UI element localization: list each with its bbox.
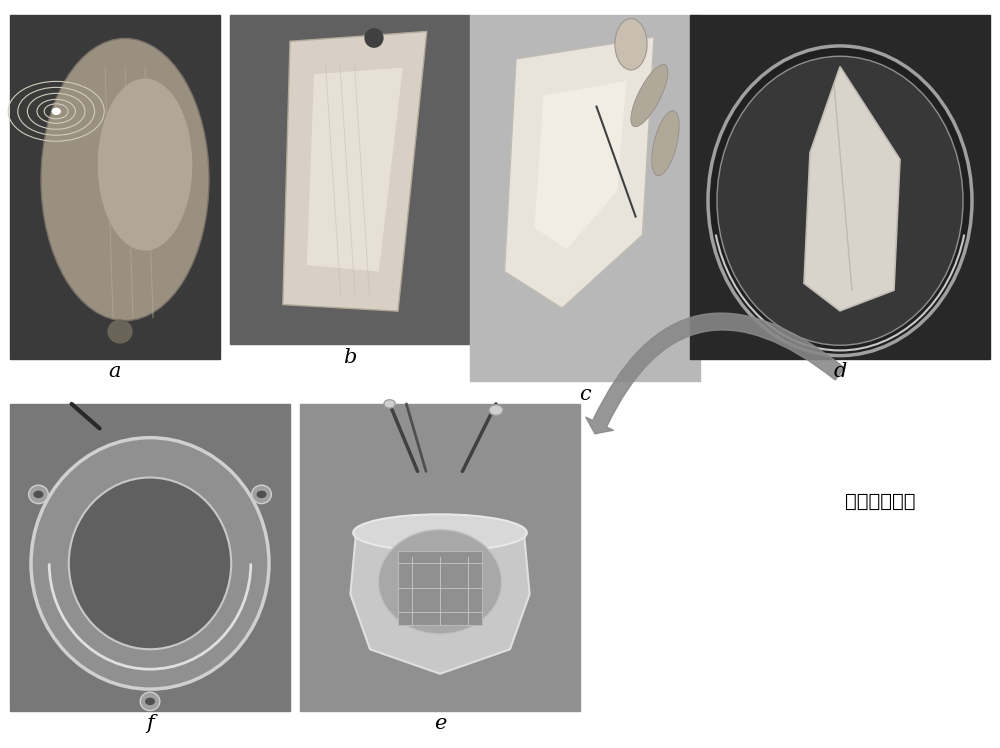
- Text: d: d: [833, 363, 847, 381]
- Text: 消毒灭菌处理: 消毒灭菌处理: [845, 491, 916, 511]
- Ellipse shape: [353, 515, 527, 551]
- Polygon shape: [350, 533, 530, 674]
- Polygon shape: [283, 31, 427, 311]
- Ellipse shape: [41, 38, 209, 321]
- Ellipse shape: [717, 56, 963, 346]
- Ellipse shape: [69, 477, 231, 649]
- Circle shape: [489, 405, 503, 415]
- Text: b: b: [343, 348, 357, 367]
- Ellipse shape: [364, 28, 384, 48]
- Circle shape: [384, 399, 395, 408]
- Bar: [470, 15, 700, 381]
- Polygon shape: [534, 81, 626, 250]
- Ellipse shape: [708, 46, 972, 355]
- Polygon shape: [804, 67, 900, 311]
- Polygon shape: [504, 37, 654, 308]
- Ellipse shape: [652, 111, 679, 176]
- Ellipse shape: [378, 530, 502, 634]
- Text: a: a: [109, 363, 121, 381]
- Ellipse shape: [98, 79, 192, 251]
- Circle shape: [33, 491, 43, 498]
- Ellipse shape: [31, 438, 269, 689]
- Ellipse shape: [107, 319, 133, 343]
- Text: e: e: [434, 714, 446, 733]
- Polygon shape: [307, 67, 403, 272]
- Bar: [10, 404, 290, 711]
- Ellipse shape: [252, 485, 271, 503]
- Ellipse shape: [29, 485, 48, 503]
- Ellipse shape: [615, 19, 647, 70]
- Bar: [690, 15, 990, 359]
- Bar: [300, 404, 580, 711]
- Bar: [230, 15, 470, 344]
- Text: f: f: [146, 714, 154, 733]
- Circle shape: [257, 491, 267, 498]
- Circle shape: [145, 698, 155, 705]
- Text: c: c: [579, 385, 591, 404]
- Bar: [398, 551, 482, 625]
- Circle shape: [52, 108, 60, 114]
- Bar: [10, 15, 220, 359]
- Ellipse shape: [140, 692, 160, 711]
- Ellipse shape: [631, 64, 668, 126]
